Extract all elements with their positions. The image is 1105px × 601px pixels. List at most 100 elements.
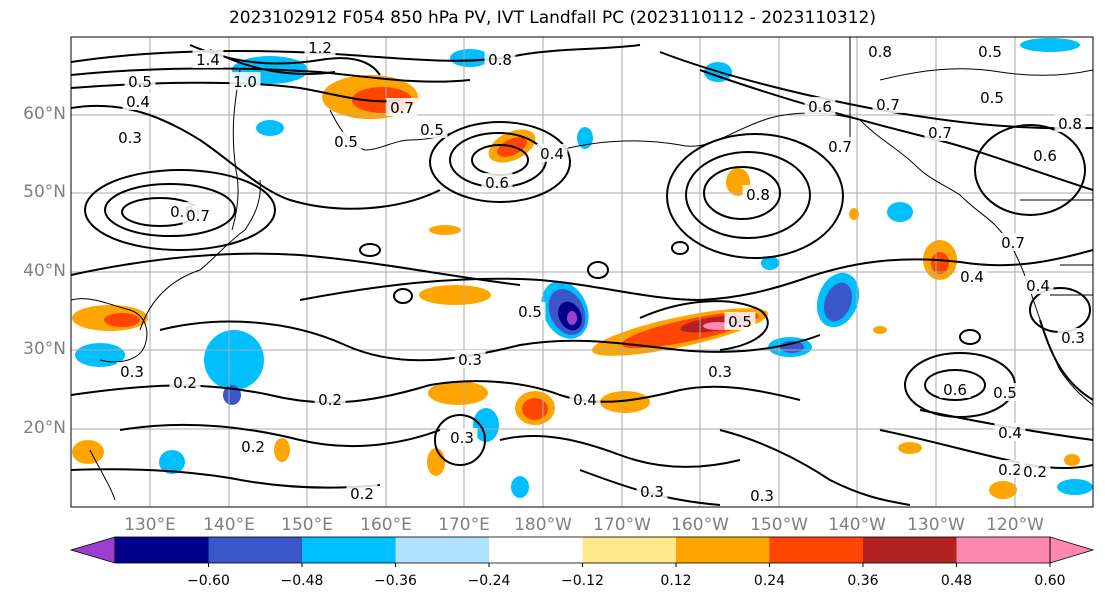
contour-label: 0.5 [518, 303, 542, 321]
colorbar-segment [489, 537, 583, 563]
contour-label: 0.2 [1023, 463, 1047, 481]
contour-label: 0.6 [808, 98, 832, 116]
contour-label-bg [314, 390, 346, 408]
contour-label: 0.7 [1001, 234, 1025, 252]
contour-label-bg [330, 132, 362, 150]
contour-label: 1.4 [196, 51, 220, 69]
contour-label-bg [824, 137, 856, 155]
lat-label: 50°N [23, 182, 66, 202]
contour-labels: 1.21.41.00.80.70.50.50.50.30.40.60.40.80… [114, 38, 1089, 505]
contour-label: 0.4 [1026, 277, 1050, 295]
colorbar-segment [769, 537, 864, 563]
contour-label: 1.2 [308, 39, 332, 57]
graticule [71, 37, 1093, 507]
colorbar-tick-label: −0.12 [561, 573, 604, 589]
contour-label-bg [989, 383, 1021, 401]
colorbar-tick-label: −0.24 [467, 573, 511, 589]
lon-label: 160°E [360, 515, 412, 535]
contour-label-bg [192, 50, 224, 68]
colorbar-segment [395, 537, 490, 563]
contour-label: 0.3 [458, 351, 482, 369]
contour-label: 0.5 [334, 133, 358, 151]
contour-label-bg [939, 380, 971, 398]
contour-label: 0.2 [998, 461, 1022, 479]
contour-label: 0.5 [420, 121, 444, 139]
colorbar-tick-label: −0.36 [374, 573, 417, 589]
contour-label: 0.4 [573, 391, 597, 409]
contour-label-bg [1022, 276, 1054, 294]
contour-label-bg [116, 362, 148, 380]
contour-label: 0.3 [750, 487, 774, 505]
colorbar-tick-label: −0.60 [187, 573, 230, 589]
contour-label: 0.6 [485, 174, 509, 192]
contour-label-bg [416, 120, 448, 138]
contour-label: 0.2 [241, 438, 265, 456]
contour-label-bg [484, 50, 516, 68]
contour-label-bg [124, 72, 156, 90]
contour-label-bg [304, 38, 336, 56]
contour-label: 0.6 [943, 381, 967, 399]
contour-label: 0.4 [126, 93, 150, 111]
colorbar-segment [863, 537, 957, 563]
colorbar-tick-label: −0.48 [280, 573, 324, 589]
contour-label-bg [386, 98, 418, 116]
lon-label: 130°W [907, 515, 965, 535]
contour-label-bg [514, 302, 546, 320]
contour-label: 0.3 [118, 129, 142, 147]
contour-label: 0.8 [1058, 115, 1082, 133]
lat-label: 30°N [23, 339, 66, 359]
lat-label: 60°N [23, 104, 66, 124]
colorbar-segment [676, 537, 770, 563]
contour-label: 0.3 [640, 483, 664, 501]
contour-label-bg [804, 97, 836, 115]
contour-label-bg [122, 92, 154, 110]
map-frame [70, 36, 1094, 508]
contour-label: 0.8 [746, 186, 770, 204]
contour-label: 0.4 [540, 145, 564, 163]
contour-label: 0.7 [876, 96, 900, 114]
contour-label-bg [1057, 328, 1089, 346]
contour-label-bg [114, 128, 146, 146]
contour-label-bg [182, 206, 214, 224]
contour-label-bg [956, 267, 988, 285]
colorbar-tick-label: 0.60 [1034, 573, 1066, 589]
lon-label: 170°W [593, 515, 651, 535]
contour-label: 0.7 [928, 124, 952, 142]
colorbar-tick-label: 0.48 [940, 573, 973, 589]
contour-label-bg [1054, 114, 1086, 132]
colorbar-segment [115, 537, 209, 563]
lon-label: 140°E [203, 515, 255, 535]
contour-label-bg [872, 95, 904, 113]
contour-label: 0.3 [708, 363, 732, 381]
contour-label: 0.2 [350, 485, 374, 503]
contour-label: 0.5 [980, 89, 1004, 107]
contour-label-bg [974, 42, 1006, 60]
contour-label-bg [994, 423, 1026, 441]
contour-label: 0.7 [186, 207, 210, 225]
contour-label: 0.2 [173, 374, 197, 392]
contour-label: 0.7 [390, 99, 414, 117]
contour-label-bg [237, 437, 269, 455]
contour-label-bg [1019, 462, 1051, 480]
map-title: 2023102912 F054 850 hPa PV, IVT Landfall… [228, 8, 876, 28]
lon-label: 150°W [750, 515, 808, 535]
contour-label: 0.2 [318, 391, 342, 409]
contour-label-bg [924, 123, 956, 141]
contour-label-bg [446, 428, 478, 446]
contour-label: 0.8 [488, 51, 512, 69]
colorbar-tick-label: 0.24 [753, 573, 786, 589]
colorbar-segment [302, 537, 396, 563]
contour-label-bg [997, 233, 1029, 251]
contour-label: 0.5 [728, 313, 752, 331]
lon-label: 170°E [438, 515, 490, 535]
contour-label-bg [636, 482, 668, 500]
contour-label-bg [569, 390, 601, 408]
contour-label-bg [346, 484, 378, 502]
lat-label: 20°N [23, 418, 66, 438]
lon-label: 160°W [671, 515, 729, 535]
colorbar-segment [956, 537, 1051, 563]
contour-label: 0.8 [868, 43, 892, 61]
colorbar-segment [582, 537, 677, 563]
contour-label: 0.4 [998, 424, 1022, 442]
